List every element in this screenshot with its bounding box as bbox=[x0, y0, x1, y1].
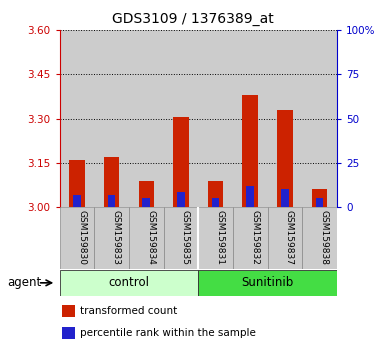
Bar bbox=[73, 195, 81, 207]
FancyBboxPatch shape bbox=[198, 207, 233, 269]
FancyBboxPatch shape bbox=[60, 207, 94, 269]
Bar bbox=[62, 305, 75, 317]
Text: percentile rank within the sample: percentile rank within the sample bbox=[80, 328, 256, 338]
Text: GSM159832: GSM159832 bbox=[250, 210, 259, 265]
Text: agent: agent bbox=[8, 276, 42, 289]
Bar bbox=[129, 30, 164, 207]
FancyBboxPatch shape bbox=[129, 207, 164, 269]
Text: GSM159835: GSM159835 bbox=[181, 210, 190, 265]
Bar bbox=[277, 110, 293, 207]
FancyBboxPatch shape bbox=[268, 207, 302, 269]
Text: Sunitinib: Sunitinib bbox=[241, 276, 294, 289]
Bar bbox=[108, 195, 116, 207]
Text: control: control bbox=[109, 276, 149, 289]
Bar bbox=[177, 192, 185, 207]
FancyBboxPatch shape bbox=[164, 207, 198, 269]
Bar bbox=[164, 30, 198, 207]
Bar bbox=[208, 181, 223, 207]
Text: GSM159830: GSM159830 bbox=[77, 210, 86, 265]
Text: GSM159837: GSM159837 bbox=[285, 210, 294, 265]
FancyBboxPatch shape bbox=[198, 270, 337, 296]
Bar bbox=[268, 30, 302, 207]
Bar bbox=[139, 181, 154, 207]
FancyBboxPatch shape bbox=[60, 270, 198, 296]
FancyBboxPatch shape bbox=[302, 207, 337, 269]
Bar bbox=[104, 157, 119, 207]
Bar bbox=[60, 30, 94, 207]
Bar bbox=[62, 327, 75, 339]
Bar bbox=[316, 198, 323, 207]
Bar bbox=[212, 198, 219, 207]
Bar bbox=[281, 189, 289, 207]
Bar bbox=[312, 189, 327, 207]
Bar bbox=[302, 30, 337, 207]
Bar bbox=[142, 198, 150, 207]
Bar bbox=[69, 160, 85, 207]
FancyBboxPatch shape bbox=[94, 207, 129, 269]
Text: GSM159831: GSM159831 bbox=[216, 210, 224, 265]
Bar bbox=[243, 95, 258, 207]
Text: transformed count: transformed count bbox=[80, 306, 178, 316]
Bar bbox=[233, 30, 268, 207]
Bar bbox=[198, 30, 233, 207]
Text: GSM159834: GSM159834 bbox=[146, 210, 155, 265]
Bar bbox=[173, 117, 189, 207]
Bar bbox=[246, 187, 254, 207]
Text: GDS3109 / 1376389_at: GDS3109 / 1376389_at bbox=[112, 12, 273, 27]
Bar bbox=[94, 30, 129, 207]
Text: GSM159833: GSM159833 bbox=[112, 210, 121, 265]
FancyBboxPatch shape bbox=[233, 207, 268, 269]
Text: GSM159838: GSM159838 bbox=[320, 210, 328, 265]
